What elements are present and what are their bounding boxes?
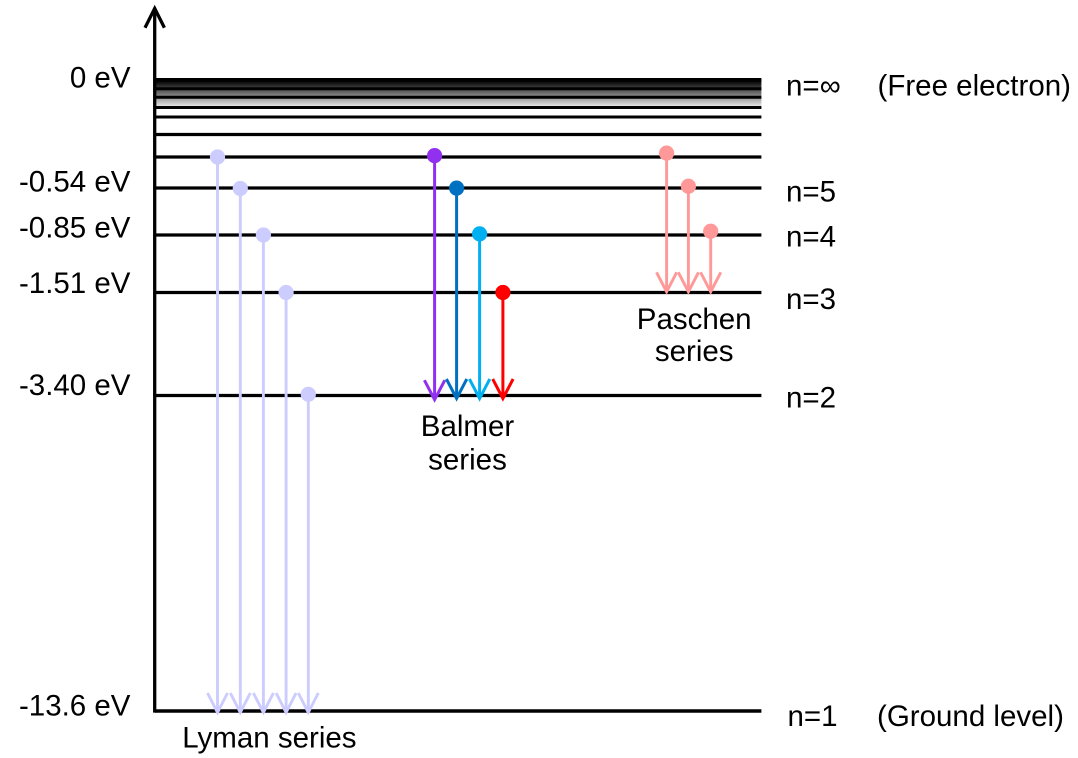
svg-text:n=3: n=3 [786,283,836,316]
svg-text:n=2: n=2 [786,382,836,415]
svg-text:Balmer: Balmer [421,410,515,443]
svg-text:-3.40 eV: -3.40 eV [19,369,131,402]
svg-text:-1.51 eV: -1.51 eV [19,267,131,300]
svg-text:series: series [428,443,507,476]
svg-text:n=∞: n=∞ [786,70,841,103]
svg-text:(Free electron): (Free electron) [878,70,1071,103]
svg-text:series: series [655,335,734,368]
svg-text:Paschen: Paschen [637,303,752,336]
svg-text:-0.85 eV: -0.85 eV [19,211,131,244]
svg-text:(Ground level): (Ground level) [877,700,1064,733]
svg-text:Lyman series: Lyman series [182,721,356,754]
svg-text:n=1: n=1 [788,700,838,733]
svg-text:n=4: n=4 [786,221,836,254]
svg-text:-13.6 eV: -13.6 eV [19,690,131,723]
svg-text:0 eV: 0 eV [70,62,131,95]
svg-text:n=5: n=5 [786,175,836,208]
svg-text:-0.54 eV: -0.54 eV [19,165,131,198]
